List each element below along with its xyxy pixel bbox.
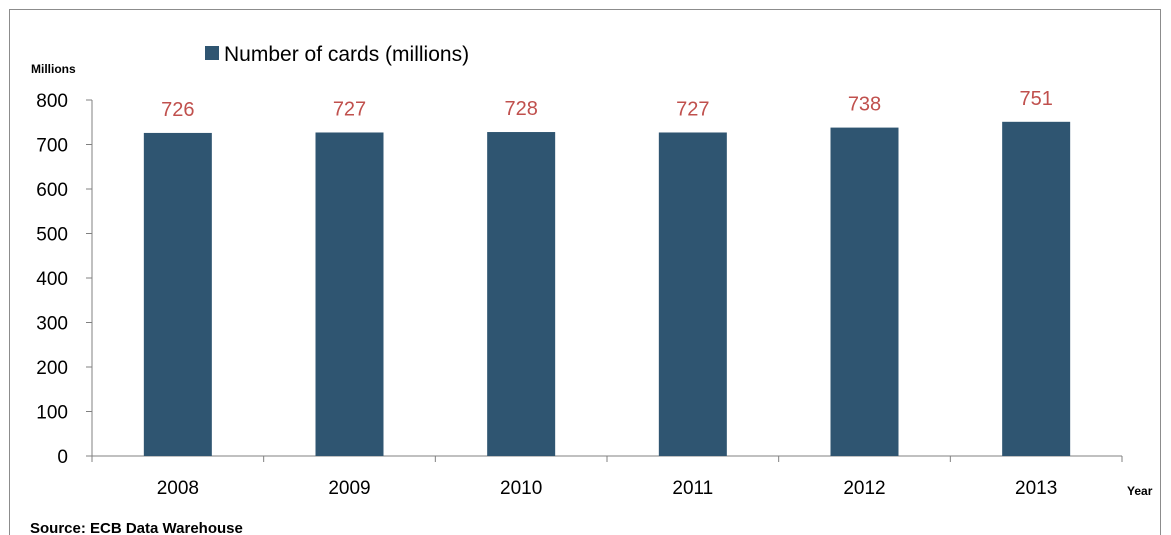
- y-tick-label: 200: [36, 358, 68, 379]
- y-tick-label: 400: [36, 269, 68, 290]
- bar: [315, 132, 384, 457]
- data-label: 727: [333, 98, 366, 120]
- y-tick-label: 700: [36, 136, 68, 157]
- data-label: 751: [1019, 88, 1052, 110]
- bars: [143, 121, 1071, 457]
- axes: 0 100 200 300 400 500 600 700 800: [36, 91, 1123, 468]
- x-tick-label: 2013: [1015, 478, 1057, 499]
- chart-frame: [9, 9, 1161, 535]
- labels: 2008 726 2009 727 2010 728 2011 727 2012 738 2013 7…: [157, 88, 1058, 499]
- data-label: 728: [504, 98, 537, 120]
- data-label: 726: [161, 99, 194, 121]
- source-note: Source: ECB Data Warehouse: [30, 520, 243, 535]
- x-tick-label: 2011: [672, 478, 713, 499]
- data-label: 727: [676, 98, 709, 120]
- y-axis-unit-label: Millions: [31, 62, 76, 76]
- x-tick-label: 2012: [843, 478, 885, 499]
- bar: [487, 132, 556, 457]
- x-tick-label: 2010: [500, 478, 542, 499]
- y-tick-label: 0: [57, 447, 68, 468]
- y-tick-label: 500: [36, 225, 68, 246]
- legend-swatch: [205, 46, 219, 60]
- y-tick-label: 100: [36, 403, 68, 424]
- legend-label: Number of cards (millions): [224, 43, 469, 66]
- bar: [658, 132, 727, 457]
- bar: [1002, 121, 1071, 457]
- data-label: 738: [848, 94, 881, 116]
- bar: [830, 127, 899, 456]
- x-tick-label: 2008: [157, 478, 199, 499]
- x-axis-title: Year: [1127, 484, 1153, 498]
- bar: [143, 132, 212, 456]
- x-tick-label: 2009: [328, 478, 370, 499]
- y-tick-label: 300: [36, 314, 68, 335]
- y-tick-label: 600: [36, 180, 68, 201]
- y-tick-label: 800: [36, 91, 68, 112]
